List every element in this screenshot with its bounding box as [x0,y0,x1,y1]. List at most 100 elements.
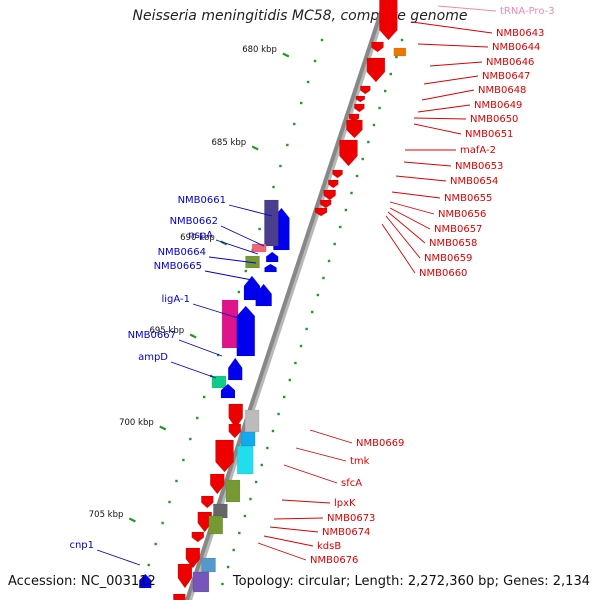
label-connector [395,175,447,182]
feature-block [192,571,210,593]
track-dot [372,123,376,127]
gene-label: tRNA-Pro-3 [500,6,555,17]
label-connector [281,499,331,504]
forward-gene [332,169,343,179]
feature-block [236,445,254,475]
forward-gene [354,103,365,113]
gene-label: mafA-2 [460,145,496,156]
forward-gene [366,57,386,83]
reverse-gene [236,305,256,357]
gene-label: NMB0660 [419,268,467,279]
gene-label: NMB0650 [470,114,518,125]
gene-label: NMB0644 [492,42,540,53]
label-connector [381,223,416,274]
track-dot [339,225,342,229]
reverse-gene [264,263,277,273]
gene-label: NMB0651 [465,129,513,140]
label-connector [178,339,223,357]
track-dot [400,38,404,42]
gene-label: sfcA [341,478,362,489]
feature-block [251,243,267,253]
track-dot [344,208,348,212]
label-connector [192,303,239,319]
track-dot [333,242,336,246]
label-connector [429,61,483,67]
label-connector [273,517,324,520]
reverse-gene [139,573,152,589]
label-connector [269,526,319,533]
label-connector [215,239,259,255]
forward-gene [228,423,242,439]
gene-label: NMB0643 [496,28,544,39]
label-connector [411,21,493,34]
track-dot [196,416,199,420]
label-connector [257,542,307,561]
gene-label: NMB0654 [450,176,498,187]
gene-label: NMB0647 [482,71,530,82]
reverse-gene [265,251,279,263]
track-dot [361,157,364,161]
track-dot [300,101,303,105]
ruler-label: 705 kbp [89,510,124,520]
track-dot [395,55,398,59]
forward-gene [328,179,339,189]
ruler-label: 700 kbp [119,418,154,428]
track-dot [221,582,224,586]
gene-label: NMB0661 [178,195,226,206]
track-dot [266,446,269,450]
gene-label: cnp1 [69,540,94,551]
gene-label: NMB0656 [438,209,486,220]
label-connector [423,75,479,85]
label-connector [263,535,314,547]
label-connector [387,211,426,244]
track-dot [288,378,291,382]
topology-text: Topology: circular; Length: 2,272,360 bp… [232,574,590,589]
forward-gene [210,473,225,495]
label-connector [417,104,471,113]
label-connector [208,256,257,264]
gene-label: ampD [138,352,168,363]
feature-block [240,431,256,447]
feature-block [201,557,216,573]
label-connector [413,123,462,135]
ruler-tick [128,517,136,523]
feature-block [264,199,279,247]
forward-gene [355,95,366,103]
label-connector [96,549,141,566]
track-dot [306,80,310,84]
reverse-gene [255,283,272,307]
track-dot [305,327,308,331]
label-connector [437,5,497,12]
feature-block [244,409,260,433]
forward-gene [360,85,371,95]
gene-label: lpxK [334,498,356,509]
ruler-tick [251,145,259,151]
track-dot [237,290,241,294]
gene-label: NMB0664 [158,247,206,258]
gene-label: NMB0665 [154,261,202,272]
forward-gene [371,41,384,53]
gene-label: tmk [350,456,370,467]
ruler-tick [189,333,197,339]
track-dot [175,479,178,483]
gene-label: NMB0662 [170,216,218,227]
forward-gene [379,0,398,41]
ruler-label: 680 kbp [242,45,277,55]
track-dot [271,429,275,433]
ruler-tick [282,52,290,58]
label-connector [391,191,441,199]
gene-label: NMB0653 [455,161,503,172]
forward-gene [346,119,363,139]
track-dot [189,437,192,441]
track-dot [154,542,157,546]
orange-feature [393,47,407,57]
track-dot [389,72,392,76]
gene-label: NMB0648 [478,85,526,96]
label-connector [170,361,217,379]
forward-gene [191,531,205,543]
track-dot [378,106,381,110]
label-connector [220,225,265,247]
track-dot [311,310,314,314]
track-dot [367,140,370,144]
